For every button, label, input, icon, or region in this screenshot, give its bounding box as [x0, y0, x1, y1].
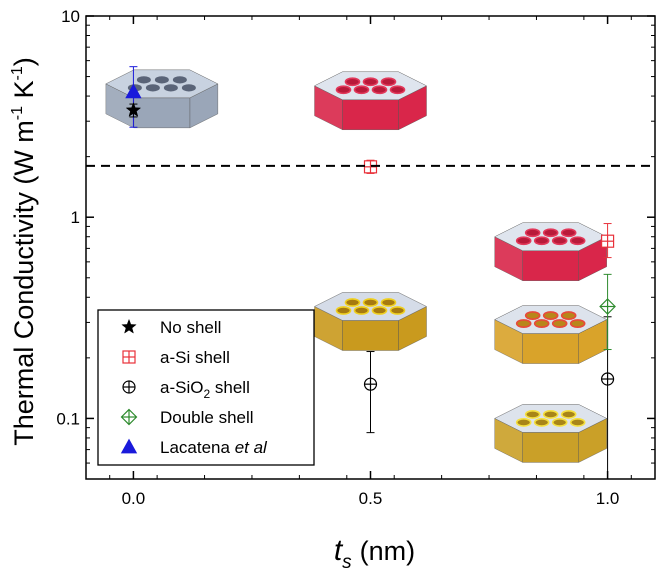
lattice-pore	[542, 228, 559, 238]
lattice-front-face	[522, 432, 579, 463]
lattice-front-face	[522, 333, 579, 364]
marker-star	[125, 102, 142, 117]
lattice-pore	[533, 236, 550, 246]
y-tick-label: 10	[61, 7, 80, 26]
legend-item: a-Si shell	[122, 348, 230, 367]
legend-label-italic: et al	[235, 438, 268, 457]
legend-label-rest: shell	[210, 378, 250, 397]
data-point-circle-plus	[363, 351, 378, 434]
data-point-diamond-plus	[599, 273, 616, 351]
data-series	[125, 66, 616, 479]
lattice-pore	[353, 85, 370, 95]
legend-item: a-SiO2 shell	[122, 378, 250, 401]
lattice-pore	[380, 77, 397, 87]
lattice-pore	[172, 76, 187, 84]
lattice-front-face	[522, 250, 579, 281]
lattice-pore	[136, 76, 151, 84]
lattice-front-face	[342, 99, 399, 130]
lattice-illustration-double	[494, 305, 608, 364]
lattice-front-face	[342, 320, 399, 351]
legend-label: No shell	[160, 318, 221, 337]
lattice-pore	[344, 298, 361, 307]
lattice-illustration-gold	[313, 292, 428, 351]
legend: No shell a-Si shell a-SiO2 shell Double she…	[97, 309, 315, 466]
lattice-pore	[515, 236, 532, 246]
lattice-pore	[335, 306, 352, 315]
lattice-pore	[560, 228, 577, 238]
lattice-pore	[551, 418, 568, 427]
lattice-pore	[389, 306, 406, 315]
axes: 0.0 0.5 1.0 0.1 1 10	[56, 7, 656, 508]
x-tick-label: 0.0	[122, 489, 146, 508]
marker-star	[121, 318, 137, 334]
x-axis-title: ts (nm)	[334, 534, 415, 573]
legend-label: Double shell	[160, 408, 254, 427]
data-point-star	[125, 102, 142, 118]
data-point-square-plus	[600, 223, 615, 259]
lattice-pore	[551, 236, 568, 246]
lattice-pore	[362, 298, 379, 307]
lattice-illustration-plain	[105, 69, 219, 129]
legend-label: a-Si shell	[160, 348, 230, 367]
lattice-pore	[542, 410, 559, 419]
y-axis-superscript: -1	[9, 106, 26, 120]
y-axis-title-mid: K	[9, 80, 39, 106]
lattice-pore	[380, 298, 397, 307]
lattice-pore	[533, 319, 550, 328]
y-axis-title: Thermal Conductivity (W m-1 K-1)	[9, 57, 39, 446]
legend-item: Double shell	[120, 408, 254, 427]
y-axis-title-end: )	[9, 57, 39, 66]
lattice-pore	[154, 76, 169, 84]
lattice-pore	[524, 410, 541, 419]
marker-triangle	[120, 438, 138, 454]
lattice-pore	[560, 311, 577, 320]
lattice-pore	[569, 319, 586, 328]
x-tick-label: 0.5	[359, 489, 383, 508]
lattice-front-face	[133, 97, 191, 129]
legend-label: Lacatena et al	[160, 438, 268, 457]
marker-triangle	[125, 83, 142, 99]
lattice-pore	[542, 311, 559, 320]
x-axis-unit: (nm)	[360, 536, 416, 566]
lattice-pore	[335, 85, 352, 95]
axis-titles: ts (nm) Thermal Conductivity (W m-1 K-1)	[9, 57, 415, 573]
lattice-illustration-red	[494, 222, 608, 282]
legend-item: Lacatena et al	[120, 438, 268, 457]
y-axis-superscript: -1	[9, 66, 26, 80]
lattice-pore	[181, 84, 196, 92]
lattice-pore	[145, 84, 160, 92]
lattice-pore	[371, 85, 388, 95]
x-tick-label: 1.0	[596, 489, 620, 508]
legend-label-subscript: 2	[203, 387, 210, 401]
lattice-pore	[389, 85, 406, 95]
y-tick-label: 0.1	[56, 409, 80, 428]
illustrations	[105, 69, 608, 463]
lattice-pore	[515, 319, 532, 328]
x-axis-symbol: t	[334, 534, 344, 567]
legend-label: a-SiO2 shell	[160, 378, 250, 401]
lattice-pore	[344, 77, 361, 87]
lattice-illustration-red	[313, 71, 428, 131]
lattice-pore	[515, 418, 532, 427]
lattice-pore	[524, 311, 541, 320]
lattice-pore	[353, 306, 370, 315]
lattice-pore	[362, 77, 379, 87]
lattice-pore	[569, 236, 586, 246]
lattice-pore	[551, 319, 568, 328]
lattice-pore	[533, 418, 550, 427]
x-axis-subscript: s	[342, 552, 352, 573]
lattice-pore	[569, 418, 586, 427]
lattice-pore	[371, 306, 388, 315]
lattice-pore	[163, 84, 178, 92]
legend-item: No shell	[121, 318, 221, 337]
lattice-pore	[560, 410, 577, 419]
lattice-pore	[524, 228, 541, 238]
y-tick-label: 1	[71, 208, 80, 227]
lattice-illustration-gold-thin	[494, 404, 608, 463]
